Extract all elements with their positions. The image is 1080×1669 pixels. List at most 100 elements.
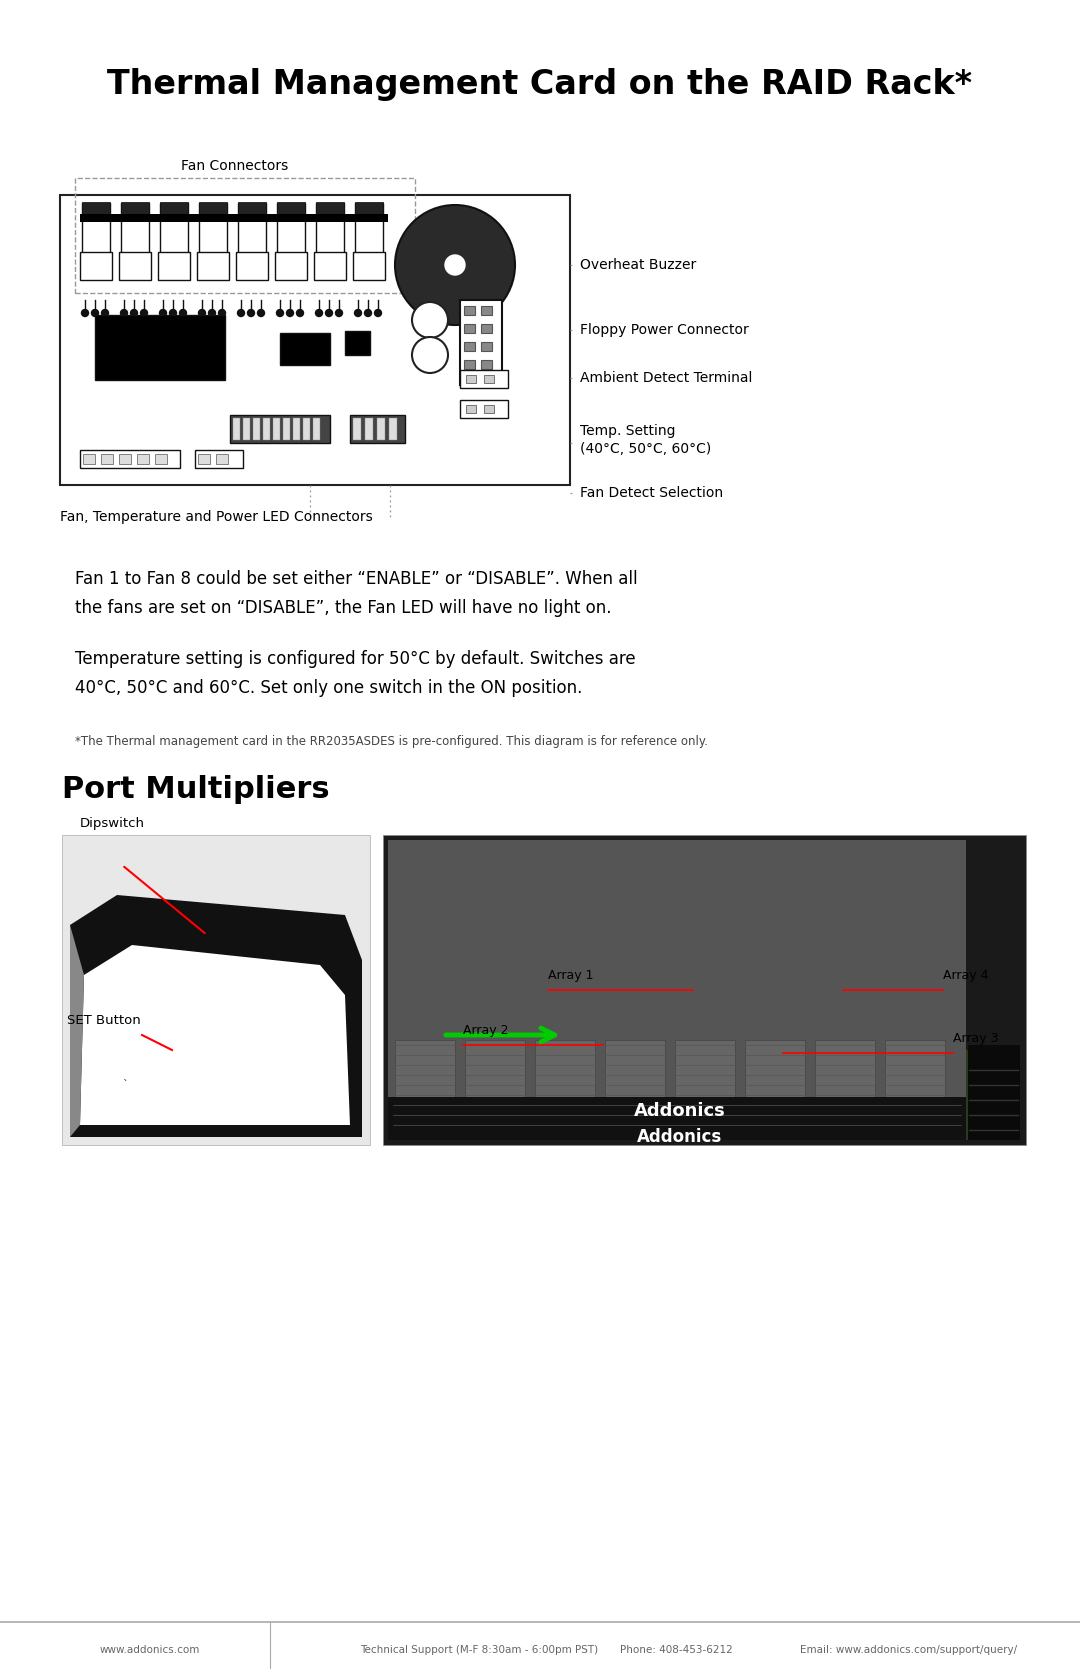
Circle shape	[257, 309, 265, 317]
Bar	[253, 417, 260, 441]
Bar	[233, 417, 240, 441]
Text: Temp. Setting
(40°C, 50°C, 60°C): Temp. Setting (40°C, 50°C, 60°C)	[580, 424, 712, 456]
Bar	[313, 417, 320, 441]
Bar	[119, 252, 151, 280]
Bar	[383, 834, 1026, 1145]
Bar	[121, 204, 149, 259]
Circle shape	[325, 309, 333, 317]
Bar	[350, 416, 405, 442]
Bar	[355, 204, 383, 259]
Bar	[156, 454, 167, 464]
Bar	[316, 202, 345, 220]
Circle shape	[297, 309, 303, 317]
Bar	[199, 204, 227, 259]
Bar	[243, 417, 249, 441]
Bar	[80, 214, 388, 222]
Bar	[464, 324, 475, 334]
Bar	[815, 1040, 875, 1100]
Bar	[345, 330, 370, 355]
Bar	[216, 454, 228, 464]
Bar	[365, 417, 373, 441]
Circle shape	[315, 309, 323, 317]
Bar	[388, 1097, 966, 1125]
Bar	[388, 935, 966, 1040]
Bar	[463, 1005, 503, 1020]
Bar	[388, 840, 966, 1140]
Polygon shape	[70, 895, 362, 1137]
Circle shape	[247, 309, 255, 317]
Circle shape	[102, 309, 108, 317]
Circle shape	[336, 309, 342, 317]
Text: Array 4: Array 4	[943, 970, 988, 981]
Bar	[160, 202, 188, 220]
Bar	[489, 1036, 534, 1137]
Text: Thermal Management Card on the RAID Rack*: Thermal Management Card on the RAID Rack…	[107, 68, 973, 102]
Text: Fan, Temperature and Power LED Connectors: Fan, Temperature and Power LED Connector…	[60, 511, 373, 524]
Circle shape	[375, 309, 381, 317]
Bar	[968, 1045, 1020, 1140]
Circle shape	[411, 302, 448, 339]
Text: Technical Support (M-F 8:30am - 6:00pm PST): Technical Support (M-F 8:30am - 6:00pm P…	[360, 1646, 598, 1656]
Text: Temperature setting is configured for 50°C by default. Switches are
40°C, 50°C a: Temperature setting is configured for 50…	[75, 649, 636, 698]
Bar	[484, 376, 494, 382]
Text: Array 2: Array 2	[463, 1025, 509, 1036]
Bar	[465, 1040, 525, 1100]
Bar	[62, 834, 370, 1145]
Text: `: `	[122, 1080, 127, 1090]
Text: Dipswitch: Dipswitch	[80, 818, 145, 829]
Circle shape	[238, 309, 244, 317]
Text: Addonics: Addonics	[634, 1102, 726, 1120]
Bar	[388, 955, 966, 1045]
Bar	[314, 252, 346, 280]
Bar	[906, 1107, 961, 1137]
Bar	[230, 416, 330, 442]
Bar	[388, 1115, 966, 1140]
Bar	[745, 1040, 805, 1100]
Text: Floppy Power Connector: Floppy Power Connector	[580, 324, 748, 337]
Bar	[633, 1036, 677, 1137]
Bar	[481, 305, 492, 315]
Text: Port Multipliers: Port Multipliers	[62, 774, 329, 804]
Circle shape	[276, 309, 283, 317]
Bar	[885, 1040, 945, 1100]
Bar	[825, 1036, 869, 1137]
Bar	[675, 1040, 735, 1100]
Circle shape	[140, 309, 148, 317]
Bar	[276, 202, 305, 220]
Circle shape	[365, 309, 372, 317]
Text: Overheat Buzzer: Overheat Buzzer	[580, 259, 697, 272]
Bar	[395, 1040, 455, 1100]
Bar	[199, 202, 227, 220]
Bar	[393, 1036, 437, 1137]
Bar	[460, 300, 502, 386]
Bar	[280, 334, 330, 366]
Text: Phone: 408-453-6212: Phone: 408-453-6212	[620, 1646, 732, 1656]
Bar	[95, 315, 225, 381]
Bar	[80, 451, 180, 467]
Bar	[237, 252, 268, 280]
Bar	[121, 202, 149, 220]
Bar	[465, 406, 476, 412]
Circle shape	[354, 309, 362, 317]
Text: *The Thermal management card in the RR2035ASDES is pre-configured. This diagram : *The Thermal management card in the RR20…	[75, 734, 708, 748]
Bar	[80, 252, 112, 280]
Circle shape	[411, 337, 448, 372]
Bar	[276, 204, 305, 259]
Bar	[158, 252, 190, 280]
Bar	[198, 454, 210, 464]
Bar	[316, 204, 345, 259]
Bar	[283, 417, 291, 441]
Circle shape	[395, 205, 515, 325]
Circle shape	[92, 309, 98, 317]
Bar	[464, 361, 475, 369]
Polygon shape	[70, 925, 84, 1137]
Text: Fan Detect Selection: Fan Detect Selection	[580, 486, 724, 501]
Bar	[777, 1036, 821, 1137]
Circle shape	[199, 309, 205, 317]
Bar	[681, 1036, 725, 1137]
Bar	[60, 195, 570, 486]
Text: Addonics: Addonics	[637, 1128, 723, 1147]
Bar	[275, 252, 307, 280]
Bar	[355, 202, 383, 220]
Circle shape	[445, 255, 465, 275]
